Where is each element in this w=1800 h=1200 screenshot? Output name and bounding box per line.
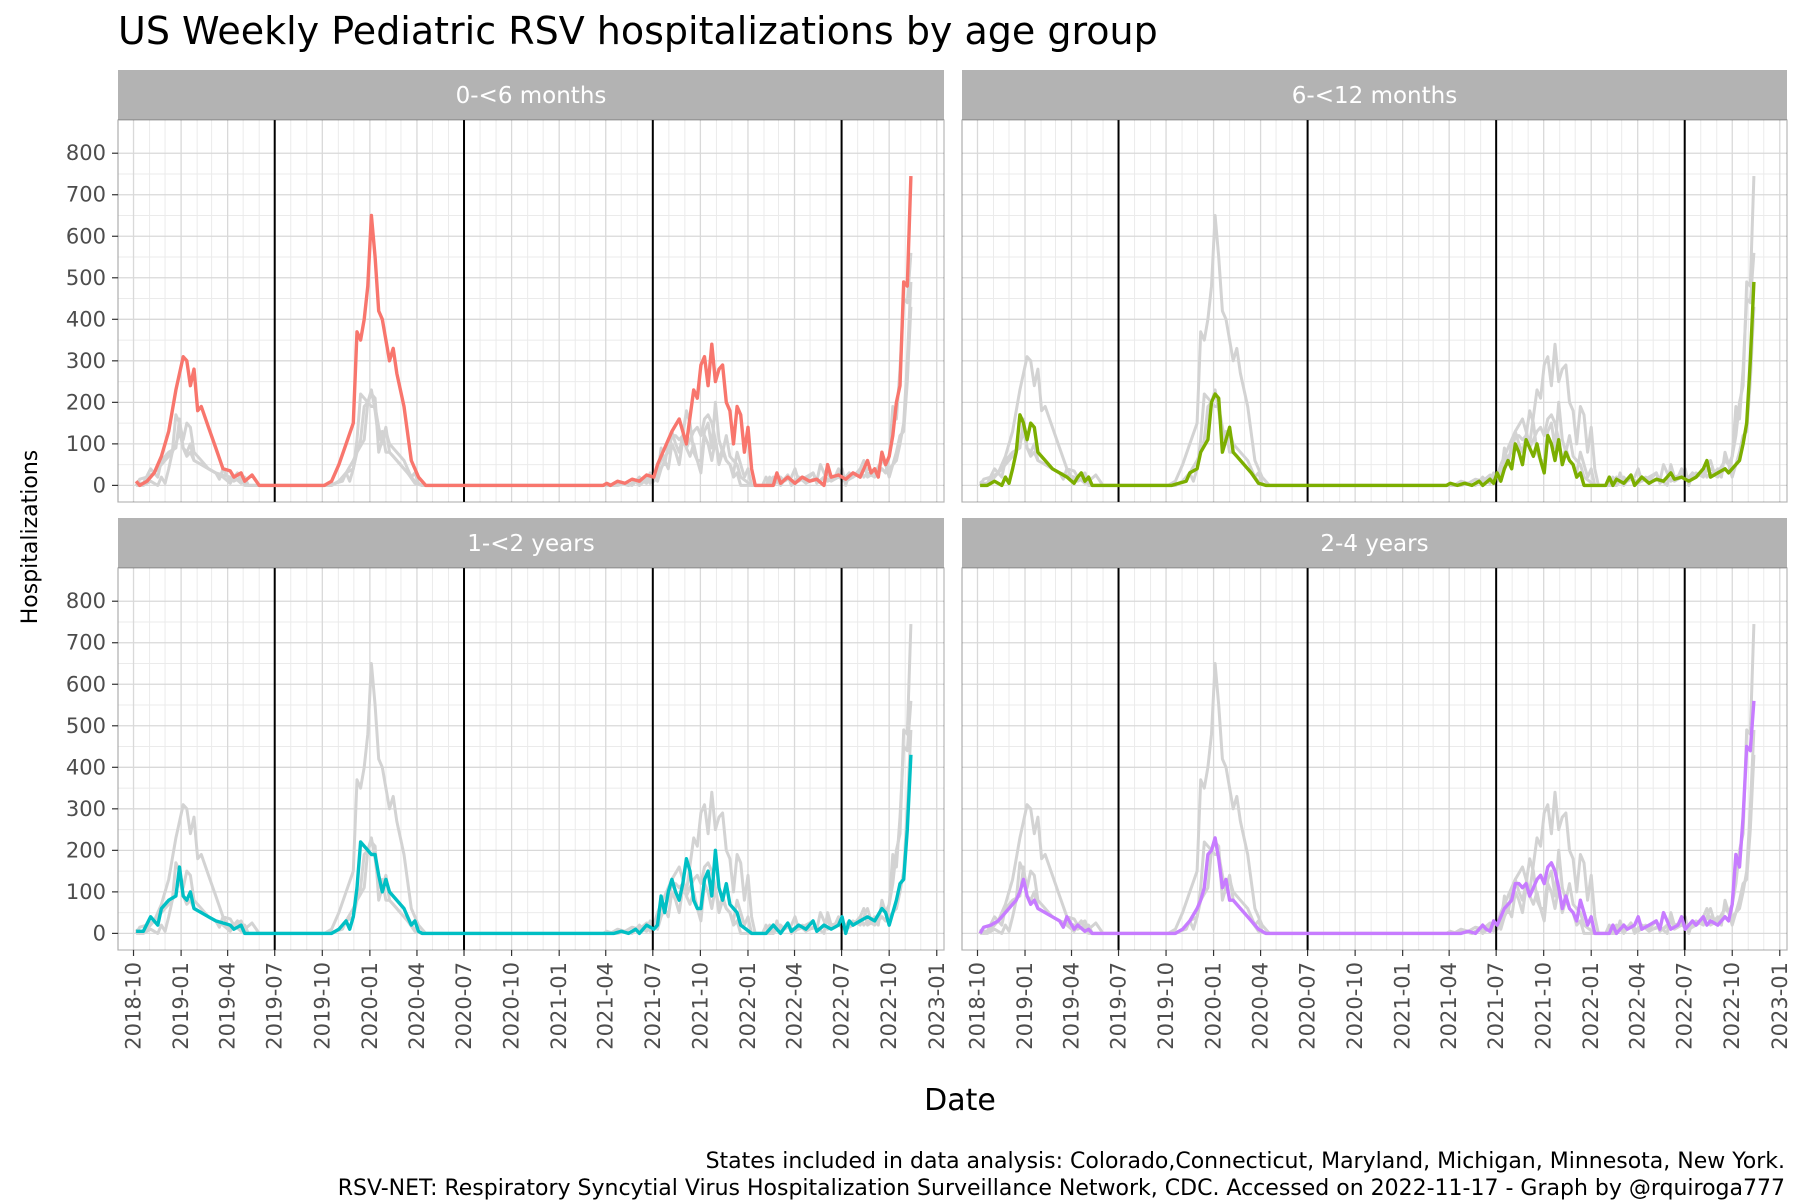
x-tick-label: 2021-01 [1391, 962, 1415, 1050]
x-tick-label: 2018-10 [122, 962, 146, 1050]
series-line [978, 700, 1756, 936]
y-tick-label: 400 [66, 755, 106, 779]
x-axis-title: Date [924, 1083, 996, 1118]
x-tick-label: 2020-04 [1249, 962, 1273, 1050]
facet-label: 6-<12 months [1292, 83, 1457, 109]
x-tick-label: 2019-10 [310, 962, 334, 1050]
panel-border [117, 567, 945, 951]
panel-background [962, 120, 1787, 502]
x-tick-label: 2019-10 [1154, 962, 1178, 1050]
x-tick-label: 2021-10 [688, 962, 712, 1050]
y-tick-label: 800 [66, 141, 106, 165]
y-tick-label: 700 [66, 631, 106, 655]
y-tick-label: 500 [66, 714, 106, 738]
series-line [980, 281, 1756, 488]
panel-border [961, 567, 1788, 951]
x-tick-label: 2019-04 [1060, 962, 1084, 1050]
caption-line-1: States included in data analysis: Colora… [706, 1149, 1785, 1174]
x-tick-label: 2022-04 [783, 962, 807, 1050]
x-tick-label: 2021-10 [1532, 962, 1556, 1050]
x-tick-label: 2020-10 [500, 962, 524, 1050]
y-tick-label: 0 [93, 473, 106, 497]
x-tick-label: 2020-07 [1296, 962, 1320, 1050]
panel-border [117, 119, 945, 503]
series-line [136, 754, 913, 936]
y-tick-label: 500 [66, 266, 106, 290]
panel-background [118, 120, 944, 502]
x-tick-label: 2018-10 [965, 962, 989, 1050]
x-tick-label: 2019-04 [216, 962, 240, 1050]
x-tick-label: 2021-07 [641, 962, 665, 1050]
panel-background [962, 568, 1787, 950]
facet-label: 2-4 years [1320, 531, 1428, 557]
facet-strip [962, 70, 1787, 120]
y-tick-label: 200 [66, 390, 106, 414]
y-tick-label: 100 [66, 880, 106, 904]
x-tick-label: 2022-04 [1626, 962, 1650, 1050]
facet-panel: 0-<6 months [117, 70, 945, 503]
facet-panel: 2-4 years [961, 518, 1788, 951]
y-tick-label: 700 [66, 183, 106, 207]
y-axis-title: Hospitalizations [18, 450, 43, 625]
x-tick-label: 2023-01 [1768, 962, 1792, 1050]
y-tick-label: 300 [66, 797, 106, 821]
series-line [134, 176, 913, 488]
x-tick-label: 2022-10 [1720, 962, 1744, 1050]
y-tick-label: 300 [66, 349, 106, 373]
x-tick-label: 2021-01 [547, 962, 571, 1050]
x-tick-label: 2023-01 [925, 962, 949, 1050]
facet-label: 1-<2 years [467, 531, 594, 557]
x-tick-label: 2019-01 [169, 962, 193, 1050]
y-tick-label: 800 [66, 589, 106, 613]
x-tick-label: 2020-01 [1202, 962, 1226, 1050]
x-tick-labels: 2018-10 2019-01 2019-04 2019-07 2019-10 2020-… [122, 950, 1792, 1050]
y-tick-label: 200 [66, 838, 106, 862]
facet-strip [118, 518, 944, 568]
x-tick-label: 2021-04 [594, 962, 618, 1050]
facet-label: 0-<6 months [456, 83, 607, 109]
y-tick-label: 600 [66, 224, 106, 248]
x-tick-label: 2021-07 [1484, 962, 1508, 1050]
x-tick-label: 2022-10 [877, 962, 901, 1050]
y-tick-label: 100 [66, 432, 106, 456]
x-tick-label: 2022-01 [736, 962, 760, 1050]
facet-panel: 1-<2 years [117, 518, 945, 951]
facet-panel: 6-<12 months [961, 70, 1788, 503]
facet-strip [962, 518, 1787, 568]
x-tick-label: 2019-07 [263, 962, 287, 1050]
x-tick-label: 2020-10 [1343, 962, 1367, 1050]
chart-title: US Weekly Pediatric RSV hospitalizations… [118, 9, 1158, 53]
x-tick-label: 2020-01 [358, 962, 382, 1050]
facet-panels: 0-<6 months 6-<12 months 1-<2 years 2-4 yea… [117, 70, 1788, 951]
y-tick-label: 400 [66, 307, 106, 331]
x-tick-label: 2019-07 [1107, 962, 1131, 1050]
y-tick-label: 600 [66, 672, 106, 696]
x-tick-label: 2022-01 [1579, 962, 1603, 1050]
x-tick-label: 2019-01 [1013, 962, 1037, 1050]
x-tick-label: 2021-04 [1437, 962, 1461, 1050]
panel-border [961, 119, 1788, 503]
y-tick-labels: 0 100 200 300 400 500 600 700 800 0 100 200 300 400 50… [66, 141, 118, 945]
x-tick-label: 2022-07 [1673, 962, 1697, 1050]
y-tick-label: 0 [93, 921, 106, 945]
facet-strip [118, 70, 944, 120]
x-tick-label: 2022-07 [830, 962, 854, 1050]
x-tick-label: 2020-07 [452, 962, 476, 1050]
panel-background [118, 568, 944, 950]
caption-line-2: RSV-NET: Respiratory Syncytial Virus Hos… [338, 1176, 1785, 1200]
x-tick-label: 2020-04 [405, 962, 429, 1050]
